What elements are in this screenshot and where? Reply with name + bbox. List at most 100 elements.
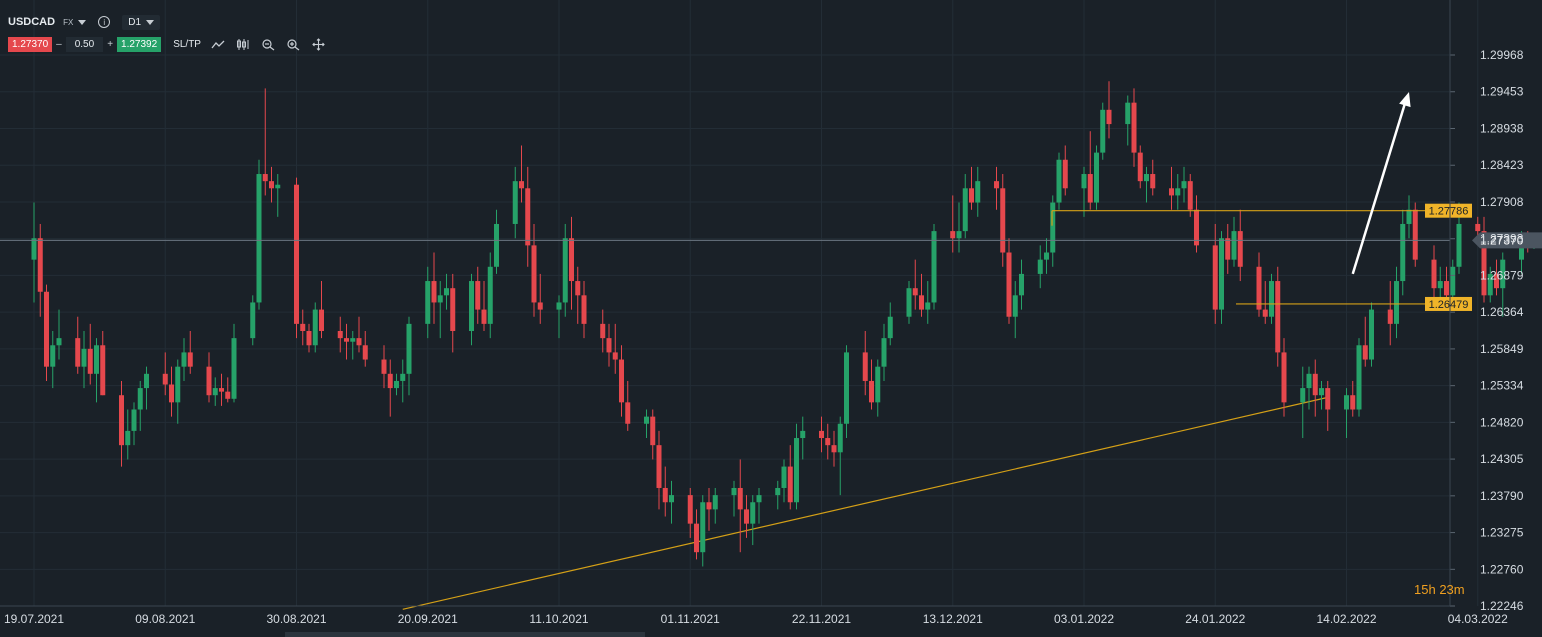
trade-bar: 1.27370 – 0.50 + 1.27392 SL/TP (8, 37, 326, 52)
info-icon[interactable]: i (98, 16, 111, 28)
zoom-in-icon[interactable] (286, 38, 301, 51)
candle-body (1312, 373, 1318, 396)
candle (919, 273, 924, 317)
candle (406, 316, 412, 396)
candle-body (1494, 273, 1499, 289)
candle-body (87, 348, 93, 374)
candle-body (1125, 102, 1131, 125)
candle-body (837, 423, 843, 453)
candle-body (650, 416, 656, 446)
candle-body (1037, 259, 1043, 274)
candle-body (1131, 102, 1137, 153)
candle (1344, 388, 1349, 439)
candle-body (431, 281, 437, 303)
candle-body (144, 373, 149, 389)
candle-body (1306, 373, 1312, 389)
candle-body (862, 352, 868, 381)
candle-body (531, 245, 537, 303)
candle-body (262, 174, 268, 182)
candle (144, 366, 149, 410)
countdown-m: m (1453, 582, 1465, 597)
candles-icon[interactable] (236, 38, 251, 51)
candle-body (1137, 152, 1143, 182)
candle (775, 480, 781, 510)
move-icon[interactable] (311, 38, 326, 51)
candle (250, 295, 256, 346)
candle-body (1406, 209, 1412, 224)
buy-price-button[interactable]: 1.27392 (117, 37, 162, 52)
candle (319, 281, 324, 339)
candle (269, 166, 274, 203)
candle-body (881, 338, 887, 367)
time-tick-label: 20.09.2021 (398, 612, 458, 626)
candle-body (956, 231, 962, 239)
candle-body (187, 352, 193, 367)
countdown-h: h (1428, 582, 1436, 597)
candle-body (1012, 295, 1018, 317)
candle-body (294, 184, 299, 324)
time-tick-label: 13.12.2021 (923, 612, 983, 626)
volume-decrease-button[interactable]: – (56, 39, 62, 50)
candle (581, 281, 587, 339)
candle (825, 423, 831, 460)
candle (1100, 102, 1106, 160)
volume-input[interactable]: 0.50 (65, 37, 104, 52)
candle-body (1019, 273, 1024, 296)
candle (1500, 252, 1506, 317)
candle (1187, 174, 1193, 217)
candle-body (1094, 152, 1099, 203)
candle-body (381, 359, 387, 374)
candle-body (562, 238, 568, 303)
candle (1106, 81, 1112, 139)
timeframe-selector[interactable]: D1 (122, 14, 161, 30)
zoom-out-icon[interactable] (261, 38, 276, 51)
candle-body (581, 295, 587, 324)
symbol-label[interactable]: USDCAD (8, 16, 56, 28)
candle (481, 281, 487, 331)
candle (1412, 202, 1418, 267)
candle (1056, 152, 1062, 210)
candle (831, 430, 837, 467)
candle (1050, 195, 1056, 267)
candle (600, 309, 606, 353)
volume-increase-button[interactable]: + (107, 39, 114, 50)
candle (1181, 166, 1187, 203)
line-chart-icon[interactable] (211, 38, 226, 51)
candle-body (212, 388, 218, 396)
candle-body (300, 323, 306, 331)
candle (100, 330, 106, 396)
candle-body (644, 416, 649, 424)
candle-body (1325, 388, 1331, 410)
candle-body (1519, 238, 1524, 260)
candle-body (875, 366, 881, 403)
candle (162, 352, 168, 396)
candle (387, 359, 393, 417)
candle (1169, 166, 1174, 210)
time-tick-label: 30.08.2021 (266, 612, 326, 626)
candle-body (1450, 266, 1456, 296)
timeframe-dropdown-icon (146, 19, 155, 25)
candle-body (169, 384, 174, 403)
candle-body (1400, 223, 1406, 282)
candle (31, 202, 37, 303)
sltp-button[interactable]: SL/TP (173, 39, 201, 50)
candle (694, 509, 699, 560)
price-tick-label: 1.27393 (1480, 232, 1524, 246)
candle-body (1144, 174, 1149, 182)
candle (1262, 281, 1268, 324)
candles-layer (31, 81, 1537, 567)
sell-price-button[interactable]: 1.27370 (8, 37, 53, 52)
candle (975, 166, 981, 217)
candle-body (831, 445, 837, 453)
candle (881, 323, 887, 381)
candle (619, 345, 624, 417)
symbol-dropdown-icon[interactable] (78, 19, 87, 25)
last-price-label: 1.27370 (1480, 233, 1524, 247)
candle-body (394, 380, 399, 389)
candle (350, 330, 356, 360)
candle (362, 330, 368, 367)
price-tick-label: 1.23790 (1480, 489, 1524, 503)
candle-body (1181, 181, 1187, 189)
candle-body (1369, 309, 1374, 360)
